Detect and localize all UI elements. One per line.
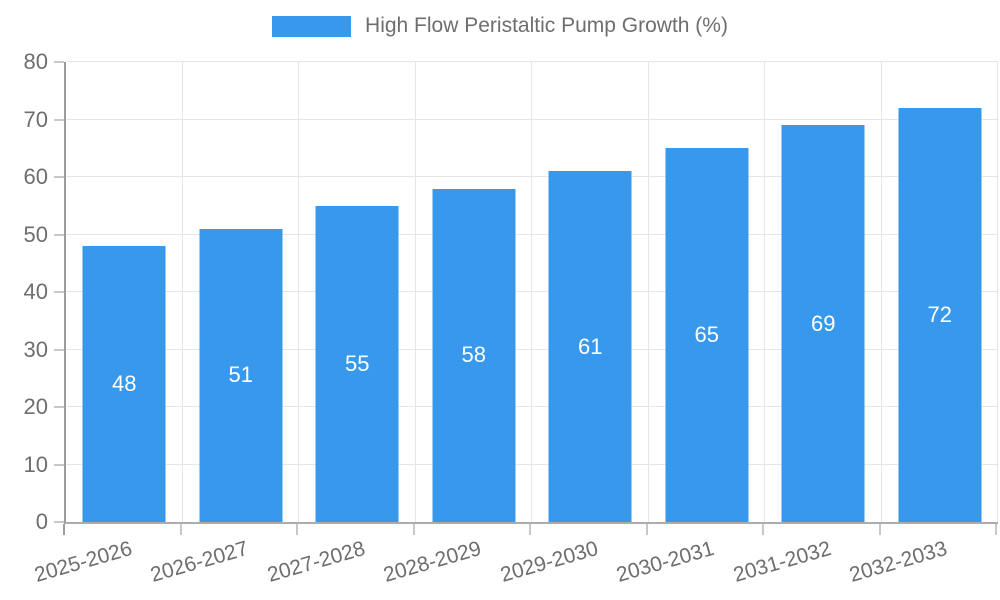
bar-value-label: 51 xyxy=(228,362,253,388)
y-tick-mark xyxy=(54,348,64,351)
legend-item[interactable]: High Flow Peristaltic Pump Growth (%) xyxy=(0,14,1000,38)
x-tick-label: 2032-2033 xyxy=(847,537,951,587)
y-tick-label: 20 xyxy=(23,394,48,419)
bar-value-label: 58 xyxy=(461,342,486,368)
legend-swatch xyxy=(272,15,352,37)
y-gridline xyxy=(66,61,998,62)
x-gridline xyxy=(181,62,183,522)
y-gridline xyxy=(66,406,998,407)
x-gridline xyxy=(764,62,765,522)
bar-2027-2028[interactable]: 55 xyxy=(315,205,399,522)
y-tick-mark xyxy=(54,233,64,236)
x-gridline xyxy=(880,62,882,522)
y-tick-mark xyxy=(54,291,64,293)
x-tick-label: 2026-2027 xyxy=(148,537,252,587)
y-tick-mark xyxy=(54,406,64,408)
bar-value-label: 55 xyxy=(345,350,370,376)
x-tick-mark xyxy=(529,524,531,535)
x-tick-label: 2028-2029 xyxy=(381,537,485,587)
y-tick-label: 0 xyxy=(35,509,48,534)
x-tick-label: 2025-2026 xyxy=(31,537,135,587)
plot-area: 48 51 55 58 61 65 69 72 xyxy=(64,61,998,524)
y-tick-mark xyxy=(54,521,64,523)
legend-label: High Flow Peristaltic Pump Growth (%) xyxy=(365,14,728,37)
x-gridline xyxy=(997,62,998,522)
x-tick-label: 2031-2032 xyxy=(730,537,834,587)
y-tick-mark xyxy=(54,118,64,121)
bar-2030-2031[interactable]: 65 xyxy=(665,148,749,522)
bar-value-label: 48 xyxy=(112,371,137,396)
x-gridline xyxy=(414,62,416,522)
x-tick-mark xyxy=(179,524,182,535)
bar-2032-2033[interactable]: 72 xyxy=(898,108,982,522)
x-tick-label: 2030-2031 xyxy=(614,537,718,587)
bar-2031-2032[interactable]: 69 xyxy=(781,125,865,522)
x-tick-mark xyxy=(645,524,648,535)
x-gridline xyxy=(647,62,649,522)
bar-value-label: 72 xyxy=(927,302,952,327)
y-gridline xyxy=(66,348,998,350)
y-gridline xyxy=(66,118,998,120)
y-tick-label: 80 xyxy=(23,49,48,74)
bar-value-label: 69 xyxy=(811,310,836,336)
x-tick-mark xyxy=(412,524,415,535)
y-gridline xyxy=(66,463,998,465)
y-tick-mark xyxy=(54,61,64,63)
y-gridline xyxy=(66,291,998,292)
y-gridline xyxy=(66,176,998,177)
bar-value-label: 61 xyxy=(578,333,603,359)
y-tick-label: 60 xyxy=(23,164,48,189)
x-tick-mark xyxy=(296,524,298,535)
y-tick-mark xyxy=(54,176,64,178)
x-axis: 2025-2026 2026-2027 2027-2028 2028-2029 2029… xyxy=(32,524,997,600)
bar-2025-2026[interactable]: 48 xyxy=(82,246,166,522)
bar-2029-2030[interactable]: 61 xyxy=(548,171,632,522)
x-tick-mark xyxy=(878,524,881,535)
y-tick-label: 40 xyxy=(23,279,48,304)
x-tick-mark xyxy=(995,524,997,535)
x-tick-label: 2029-2030 xyxy=(497,537,601,587)
y-axis: 0 10 20 30 40 50 60 70 80 xyxy=(0,49,64,534)
y-tick-label: 30 xyxy=(23,336,48,362)
x-tick-mark xyxy=(762,524,764,535)
y-tick-label: 50 xyxy=(23,221,48,247)
y-gridline xyxy=(66,233,998,235)
bar-2028-2029[interactable]: 58 xyxy=(432,188,516,522)
y-tick-mark xyxy=(54,463,64,466)
x-gridline xyxy=(298,62,299,522)
bar-2026-2027[interactable]: 51 xyxy=(199,228,283,522)
x-tick-label: 2027-2028 xyxy=(264,537,368,587)
y-tick-label: 70 xyxy=(23,106,48,132)
x-tick-mark xyxy=(63,524,65,535)
bar-value-label: 65 xyxy=(694,322,719,348)
y-tick-label: 10 xyxy=(23,451,48,477)
x-gridline xyxy=(531,62,532,522)
